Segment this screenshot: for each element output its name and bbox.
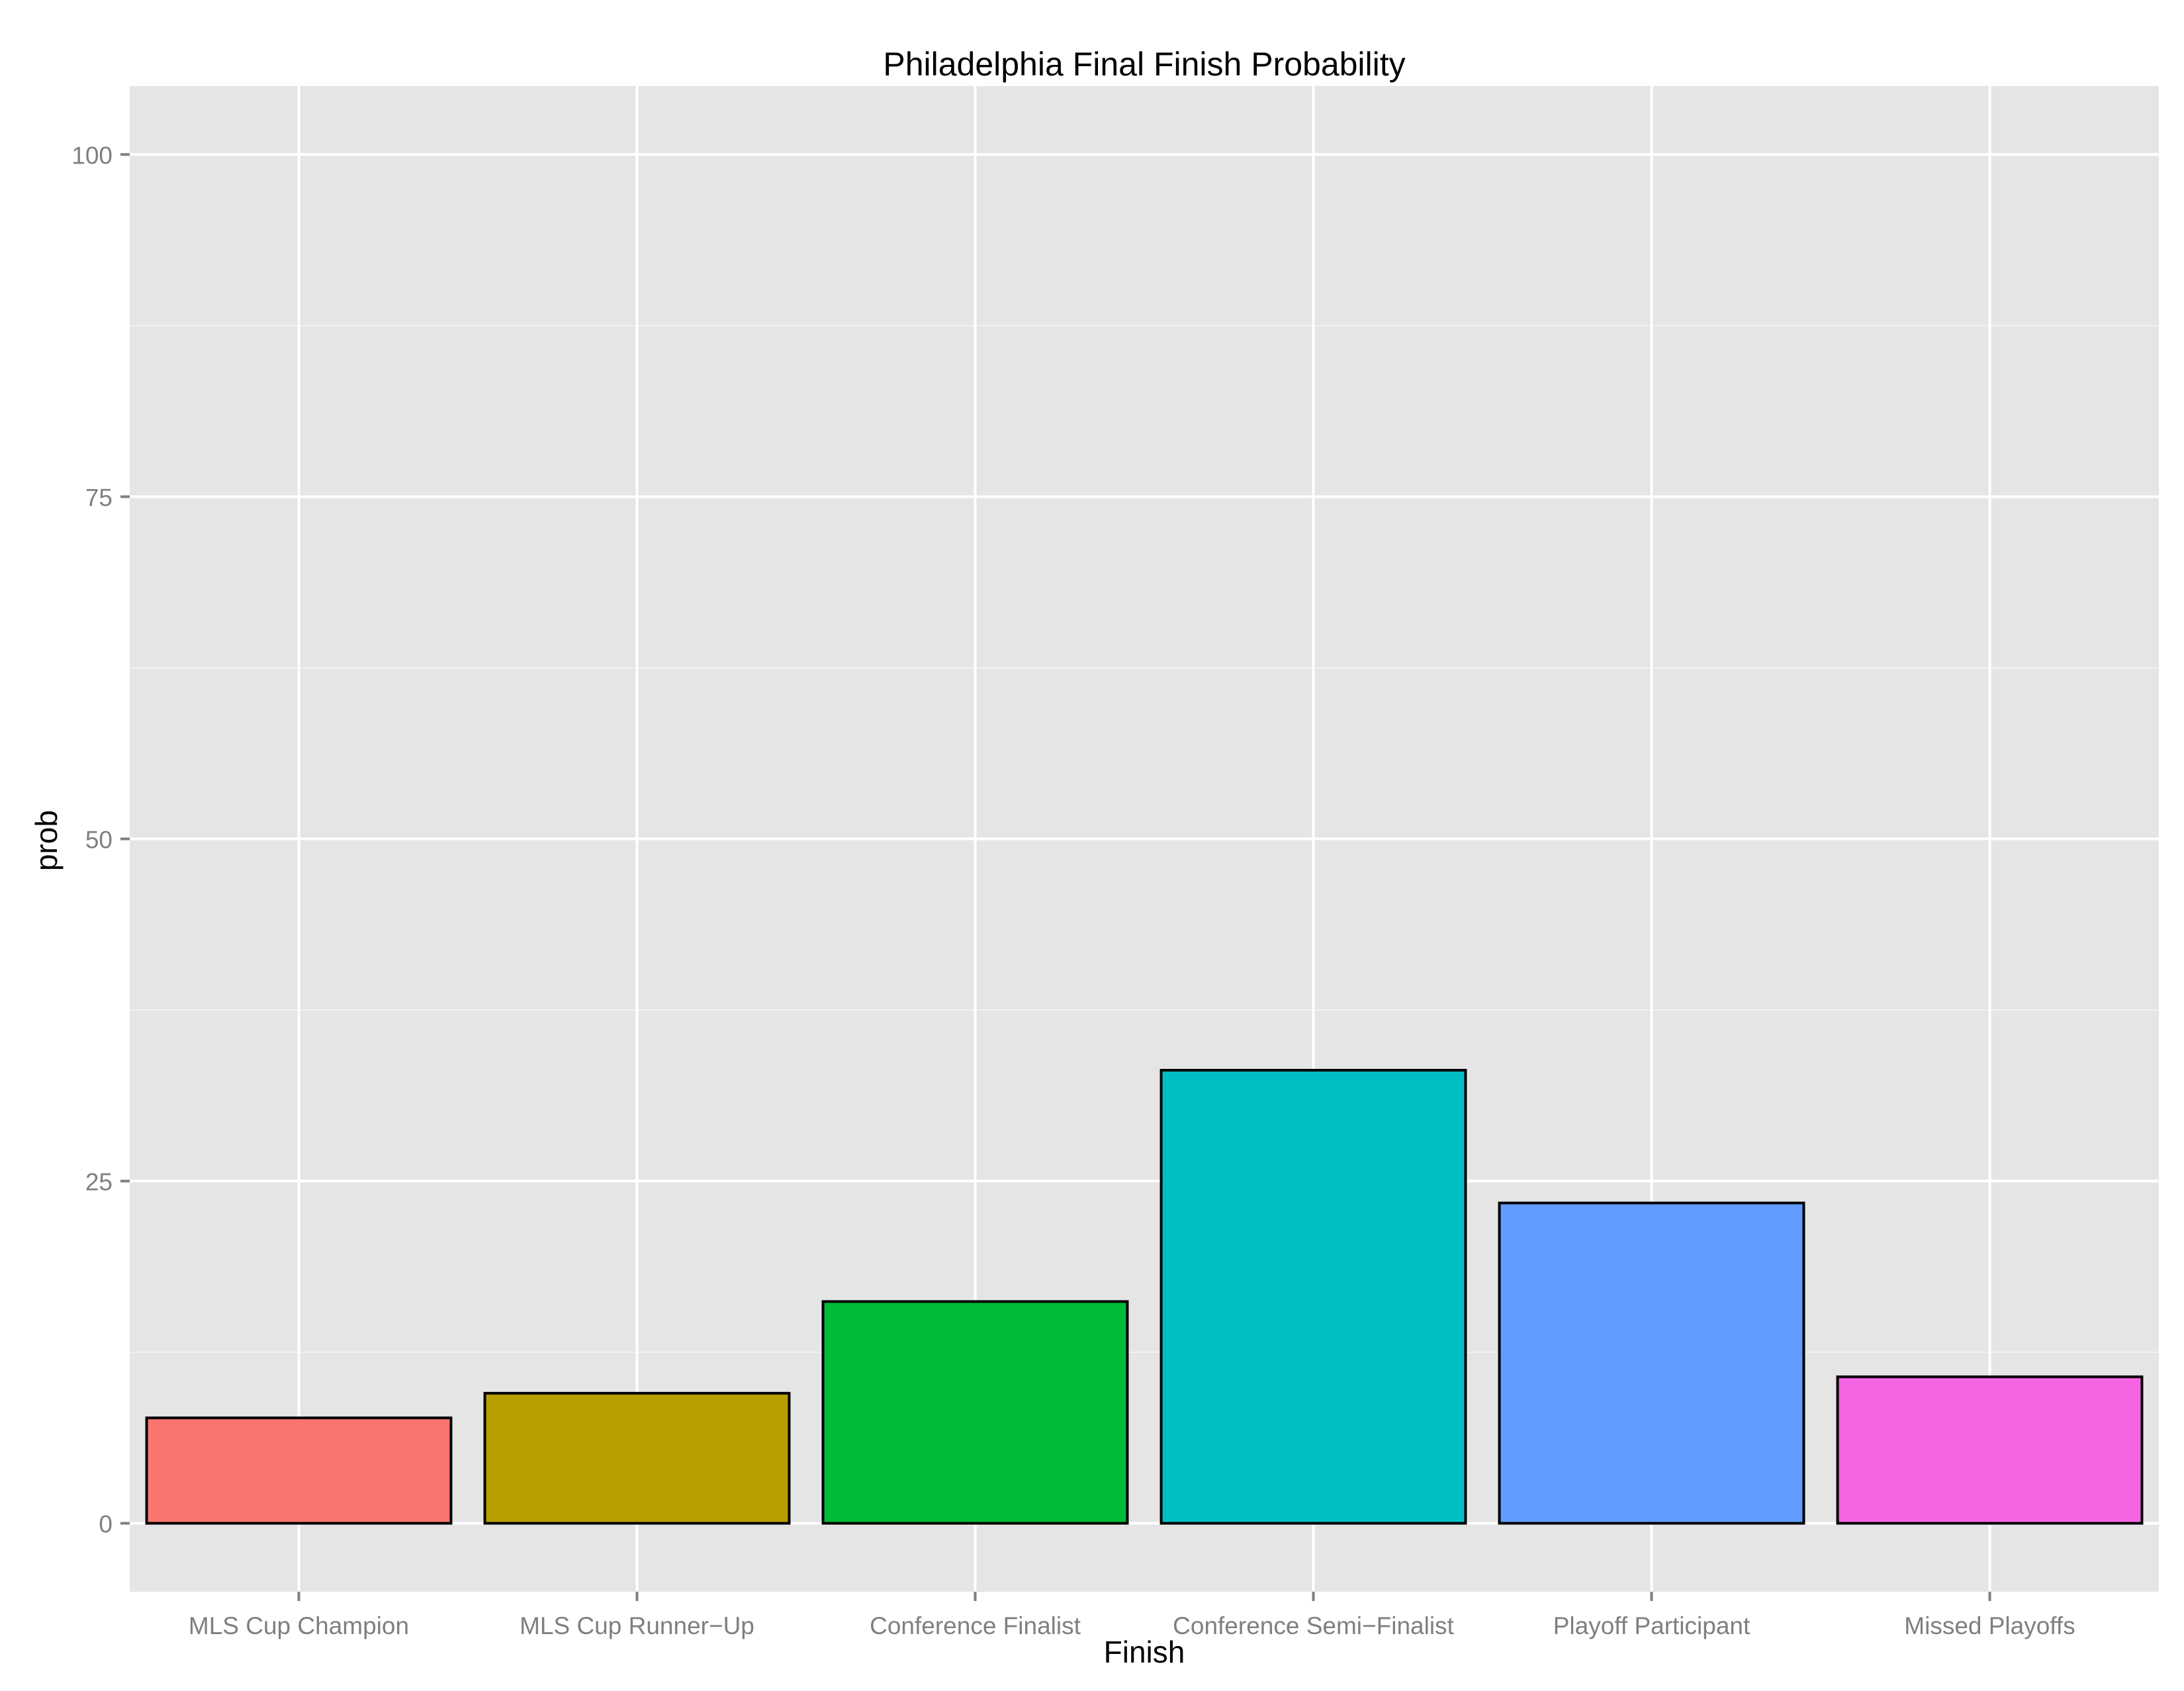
bar-2 (821, 1300, 1129, 1525)
chart-title: Philadelphia Final Finish Probability (883, 46, 1405, 83)
y-tick-label: 25 (85, 1169, 113, 1196)
y-tick-label: 100 (71, 142, 113, 169)
x-tick-label: MLS Cup Champion (189, 1612, 409, 1639)
bar-0 (145, 1416, 453, 1525)
bar-1 (483, 1392, 791, 1525)
y-axis-label: prob (29, 810, 64, 871)
y-tick-label: 50 (85, 827, 113, 854)
y-tick-label: 0 (99, 1511, 113, 1538)
x-tick-label: Missed Playoffs (1904, 1612, 2075, 1639)
x-tick-label: MLS Cup Runner−Up (520, 1612, 754, 1639)
bar-5 (1836, 1375, 2144, 1525)
x-axis-label: Finish (1104, 1635, 1185, 1669)
x-tick-label: Conference Finalist (870, 1612, 1081, 1639)
y-tick-label: 75 (85, 484, 113, 511)
x-tick-label: Playoff Participant (1553, 1612, 1751, 1639)
x-tick-label: Conference Semi−Finalist (1173, 1612, 1454, 1639)
bar-3 (1160, 1069, 1467, 1525)
bar-4 (1498, 1201, 1805, 1525)
